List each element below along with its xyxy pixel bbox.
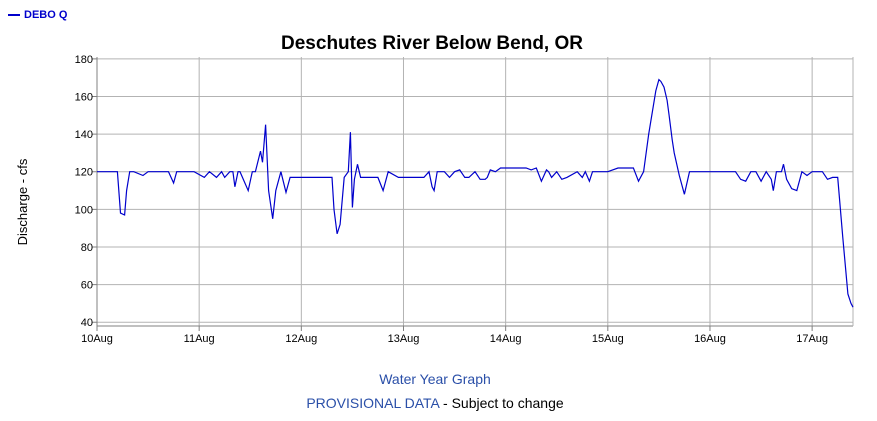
x-tick-label: 17Aug [796, 333, 828, 345]
y-axis-label: Discharge - cfs [15, 158, 30, 245]
provisional-data-label: PROVISIONAL DATA [306, 395, 440, 411]
x-tick-label: 11Aug [184, 333, 215, 345]
x-tick-label: 13Aug [388, 333, 420, 345]
subject-to-change-text: - Subject to change [439, 395, 564, 411]
series-line-debo-q [97, 78, 854, 308]
discharge-chart: Deschutes River Below Bend, OR Discharge… [15, 33, 854, 345]
legend-swatch [8, 14, 20, 16]
tick-labels: 40 60 80 100 120 140 160 180 10Aug 11Aug 12Aug 13Au… [75, 54, 828, 345]
y-tick-label: 180 [75, 54, 93, 66]
chart-title: Deschutes River Below Bend, OR [281, 33, 583, 54]
y-tick-label: 140 [75, 129, 93, 141]
y-tick-label: 100 [75, 204, 93, 216]
grid [92, 57, 853, 331]
x-tick-label: 10Aug [81, 333, 113, 345]
plot-frame [96, 57, 854, 327]
x-tick-label: 16Aug [694, 333, 726, 345]
y-tick-label: 120 [75, 167, 93, 179]
x-tick-label: 12Aug [285, 333, 317, 345]
y-tick-label: 80 [81, 242, 93, 254]
legend: DEBO Q [8, 9, 67, 21]
provisional-note: PROVISIONAL DATA - Subject to change [0, 395, 870, 411]
legend-label-debo-q: DEBO Q [24, 9, 68, 21]
x-tick-label: 15Aug [592, 333, 624, 345]
y-tick-label: 60 [81, 280, 93, 292]
water-year-graph-link[interactable]: Water Year Graph [379, 371, 491, 387]
y-tick-label: 40 [81, 317, 93, 329]
y-tick-label: 160 [75, 92, 93, 104]
x-tick-label: 14Aug [490, 333, 522, 345]
